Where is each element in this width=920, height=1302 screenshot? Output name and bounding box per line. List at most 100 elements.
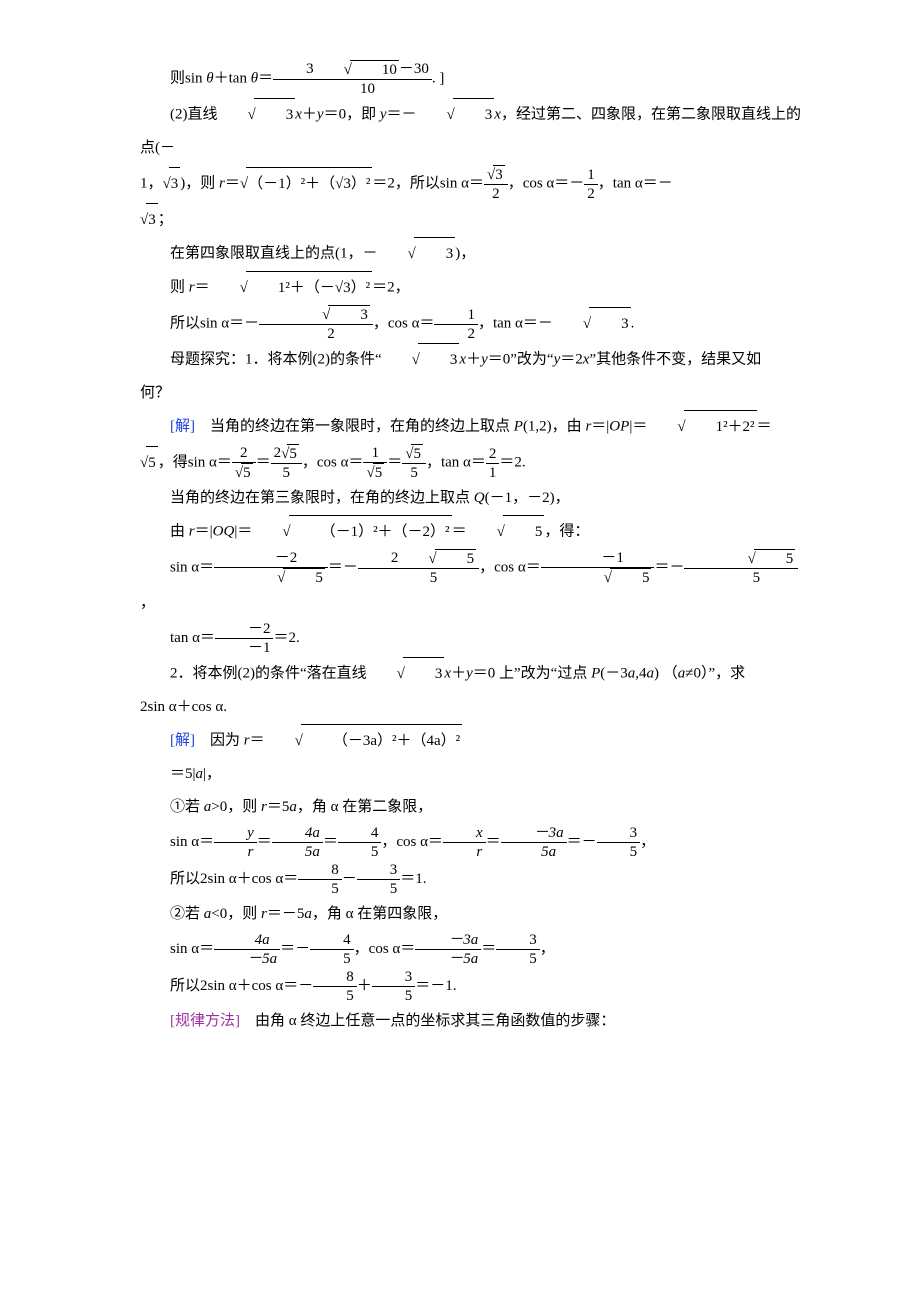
sqrt: 3 bbox=[140, 203, 158, 237]
radicand: 3 bbox=[589, 307, 631, 341]
text: ＝－1. bbox=[415, 978, 456, 994]
line-17: ＝5|a|， bbox=[140, 758, 810, 791]
denominator: 5a bbox=[501, 843, 567, 861]
text: ，cos α＝ bbox=[479, 560, 541, 576]
radicand: 1²＋（－√3）² bbox=[246, 271, 372, 305]
fraction: 55 bbox=[684, 549, 798, 587]
fraction: 310－3010 bbox=[273, 60, 432, 98]
text: ＋ bbox=[466, 352, 481, 368]
denominator: 5 bbox=[313, 987, 357, 1005]
text: 所以2sin α＋cos α＝ bbox=[170, 871, 298, 887]
text: 2 bbox=[391, 550, 399, 566]
numerator: 1 bbox=[434, 306, 478, 325]
sqrt: 3 bbox=[378, 237, 456, 271]
line-8b: 何？ bbox=[140, 377, 810, 410]
text: 则sin bbox=[170, 70, 206, 86]
fraction: 255 bbox=[358, 549, 479, 587]
var-y: y bbox=[466, 666, 473, 682]
line-22: sin α＝4a－5a＝－45，cos α＝－3a－5a＝35， bbox=[140, 931, 810, 968]
text: ，得sin α＝ bbox=[158, 455, 232, 471]
denominator: 5 bbox=[684, 569, 798, 587]
solution-label: [解] bbox=[170, 733, 210, 749]
text: 由 bbox=[170, 524, 189, 540]
denominator: 5a bbox=[272, 843, 323, 861]
var-x: x bbox=[494, 107, 501, 123]
text: ＝5 bbox=[267, 799, 290, 815]
numerator: y bbox=[214, 824, 257, 843]
denominator: 5 bbox=[271, 464, 302, 482]
fraction: 85 bbox=[298, 861, 342, 898]
fraction: 12 bbox=[584, 166, 598, 203]
solution-label: [解] bbox=[170, 419, 210, 435]
fraction: 45 bbox=[338, 824, 382, 861]
sqrt: 3 bbox=[218, 98, 296, 132]
sqrt: 5 bbox=[140, 446, 158, 480]
line-12: 由 r＝|OQ|＝（－1）²＋（－2）²＝5，得： bbox=[140, 515, 810, 549]
text: ＝ bbox=[452, 524, 467, 540]
rule-label: [规律方法] bbox=[170, 1013, 255, 1029]
text: . bbox=[631, 316, 635, 332]
radicand: 5 bbox=[241, 463, 253, 482]
text: 1， bbox=[140, 176, 163, 192]
radicand: 5 bbox=[373, 463, 385, 482]
line-23: 所以2sin α＋cos α＝－85＋35＝－1. bbox=[140, 968, 810, 1005]
radicand: 3 bbox=[254, 98, 296, 132]
sqrt: 3 bbox=[417, 98, 495, 132]
line-4: 3； bbox=[140, 203, 810, 237]
text: ＝0，即 bbox=[324, 107, 380, 123]
text: ＝ bbox=[250, 733, 265, 749]
text: ， bbox=[540, 941, 555, 957]
numerator: 4a bbox=[272, 824, 323, 843]
text: ，tan α＝－ bbox=[598, 176, 673, 192]
text: ＝ bbox=[757, 419, 772, 435]
line-8: 母题探究：1．将本例(2)的条件“3x＋y＝0”改为“y＝2x”其他条件不变，结… bbox=[140, 343, 810, 377]
radicand: 5 bbox=[503, 515, 545, 549]
sqrt: （－1）²＋（－2）² bbox=[252, 515, 451, 549]
text: ＝ bbox=[225, 176, 240, 192]
text: 所以2sin α＋cos α＝－ bbox=[170, 978, 313, 994]
var-Q: Q bbox=[474, 490, 485, 506]
fraction: －2－1 bbox=[215, 620, 274, 657]
sqrt: 3 bbox=[553, 307, 631, 341]
text: 在第四象限取直线上的点(1，－ bbox=[170, 246, 378, 262]
text: |＝ bbox=[629, 419, 647, 435]
line-18: ①若 a>0，则 r＝5a，角 α 在第二象限， bbox=[140, 791, 810, 824]
line-9: [解] 当角的终边在第一象限时，在角的终边上取点 P(1,2)，由 r＝|OP|… bbox=[140, 410, 810, 444]
denominator: －5a bbox=[415, 950, 481, 968]
text: ,4 bbox=[635, 666, 646, 682]
numerator: 4a bbox=[214, 931, 280, 950]
text: ＝0 上”改为“过点 bbox=[473, 666, 591, 682]
radicand: （－1）²＋（－2）² bbox=[289, 515, 452, 549]
text: ＝－5 bbox=[267, 906, 305, 922]
text: ) （ bbox=[654, 666, 678, 682]
text: (1,2)，由 bbox=[523, 419, 586, 435]
line-11: 当角的终边在第三象限时，在角的终边上取点 Q(－1，－2)， bbox=[140, 482, 810, 515]
fraction: 85 bbox=[313, 968, 357, 1005]
text: 所以sin α＝－ bbox=[170, 316, 259, 332]
var-y: y bbox=[380, 107, 387, 123]
var-y: y bbox=[317, 107, 324, 123]
denominator: －1 bbox=[215, 639, 274, 657]
radicand: 3 bbox=[169, 167, 181, 201]
denominator: 2 bbox=[484, 185, 508, 203]
text: ＝－ bbox=[654, 560, 684, 576]
text: ＝2. bbox=[499, 455, 525, 471]
numerator: 4 bbox=[310, 931, 354, 950]
sqrt: 3 bbox=[367, 657, 445, 691]
text: ＝| bbox=[591, 419, 609, 435]
fraction: －3a－5a bbox=[415, 931, 481, 968]
fraction: 15 bbox=[363, 444, 387, 482]
text: )， bbox=[455, 246, 475, 262]
line-7: 所以sin α＝－32，cos α＝12，tan α＝－3. bbox=[140, 305, 810, 343]
text: ＋ bbox=[357, 978, 372, 994]
denominator: 5 bbox=[310, 950, 354, 968]
fraction: －15 bbox=[541, 549, 655, 587]
text: (－3 bbox=[600, 666, 628, 682]
var-P: P bbox=[591, 666, 600, 682]
sqrt: 5 bbox=[467, 515, 545, 549]
numerator: 3 bbox=[496, 931, 540, 950]
fraction: 35 bbox=[597, 824, 641, 861]
sqrt: （－3a）²＋（4a）² bbox=[265, 724, 463, 758]
text: (－1，－2)， bbox=[485, 490, 570, 506]
line-6: 则 r＝1²＋（－√3）²＝2， bbox=[140, 271, 810, 305]
